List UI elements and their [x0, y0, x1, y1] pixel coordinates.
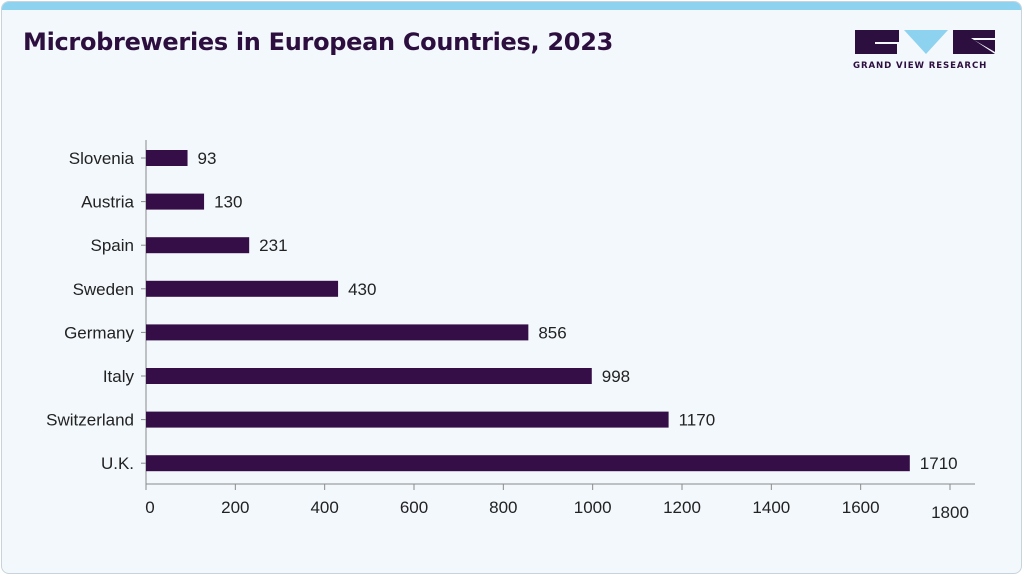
category-label: Italy — [103, 367, 135, 386]
category-label: Slovenia — [69, 149, 135, 168]
x-tick-label: 1600 — [842, 498, 880, 517]
category-label: Germany — [64, 323, 134, 342]
x-tick-label: 200 — [221, 498, 249, 517]
data-label: 1710 — [920, 454, 958, 473]
x-tick-label: 1200 — [663, 498, 701, 517]
category-label: U.K. — [101, 454, 134, 473]
data-label: 998 — [602, 367, 630, 386]
category-label: Sweden — [73, 280, 134, 299]
data-label: 856 — [538, 323, 566, 342]
logo-mark-icon — [855, 30, 995, 54]
bar — [146, 280, 339, 297]
x-tick-label: 0 — [145, 498, 154, 517]
x-tick-label: 400 — [310, 498, 338, 517]
bar — [146, 368, 592, 384]
category-label: Switzerland — [46, 411, 134, 430]
bar — [146, 324, 529, 341]
bar — [146, 411, 669, 428]
plot-area: 0 200 400 600 800 1000 1200 1400 1600 1800 Sloveni… — [46, 140, 975, 522]
x-tick-label: 800 — [489, 498, 517, 517]
x-tick-label: 600 — [400, 498, 428, 517]
bar — [146, 237, 250, 254]
x-tick-label: 1400 — [752, 498, 790, 517]
data-label: 231 — [259, 236, 287, 255]
x-tick-label: 1000 — [574, 498, 612, 517]
data-label: 130 — [214, 193, 242, 212]
x-tick-label: 1800 — [931, 503, 969, 522]
grand-view-research-logo: GRAND VIEW RESEARCH — [853, 30, 997, 74]
data-label: 93 — [198, 149, 217, 168]
bar — [146, 193, 205, 210]
data-label: 1170 — [679, 411, 716, 430]
chart-title: Microbreweries in European Countries, 20… — [23, 28, 613, 56]
bar — [146, 455, 910, 472]
data-label: 430 — [348, 280, 376, 299]
accent-bar — [2, 2, 1021, 10]
logo-text: GRAND VIEW RESEARCH — [853, 61, 988, 71]
category-label: Spain — [91, 236, 134, 255]
category-label: Austria — [81, 193, 134, 212]
bar — [146, 150, 188, 166]
